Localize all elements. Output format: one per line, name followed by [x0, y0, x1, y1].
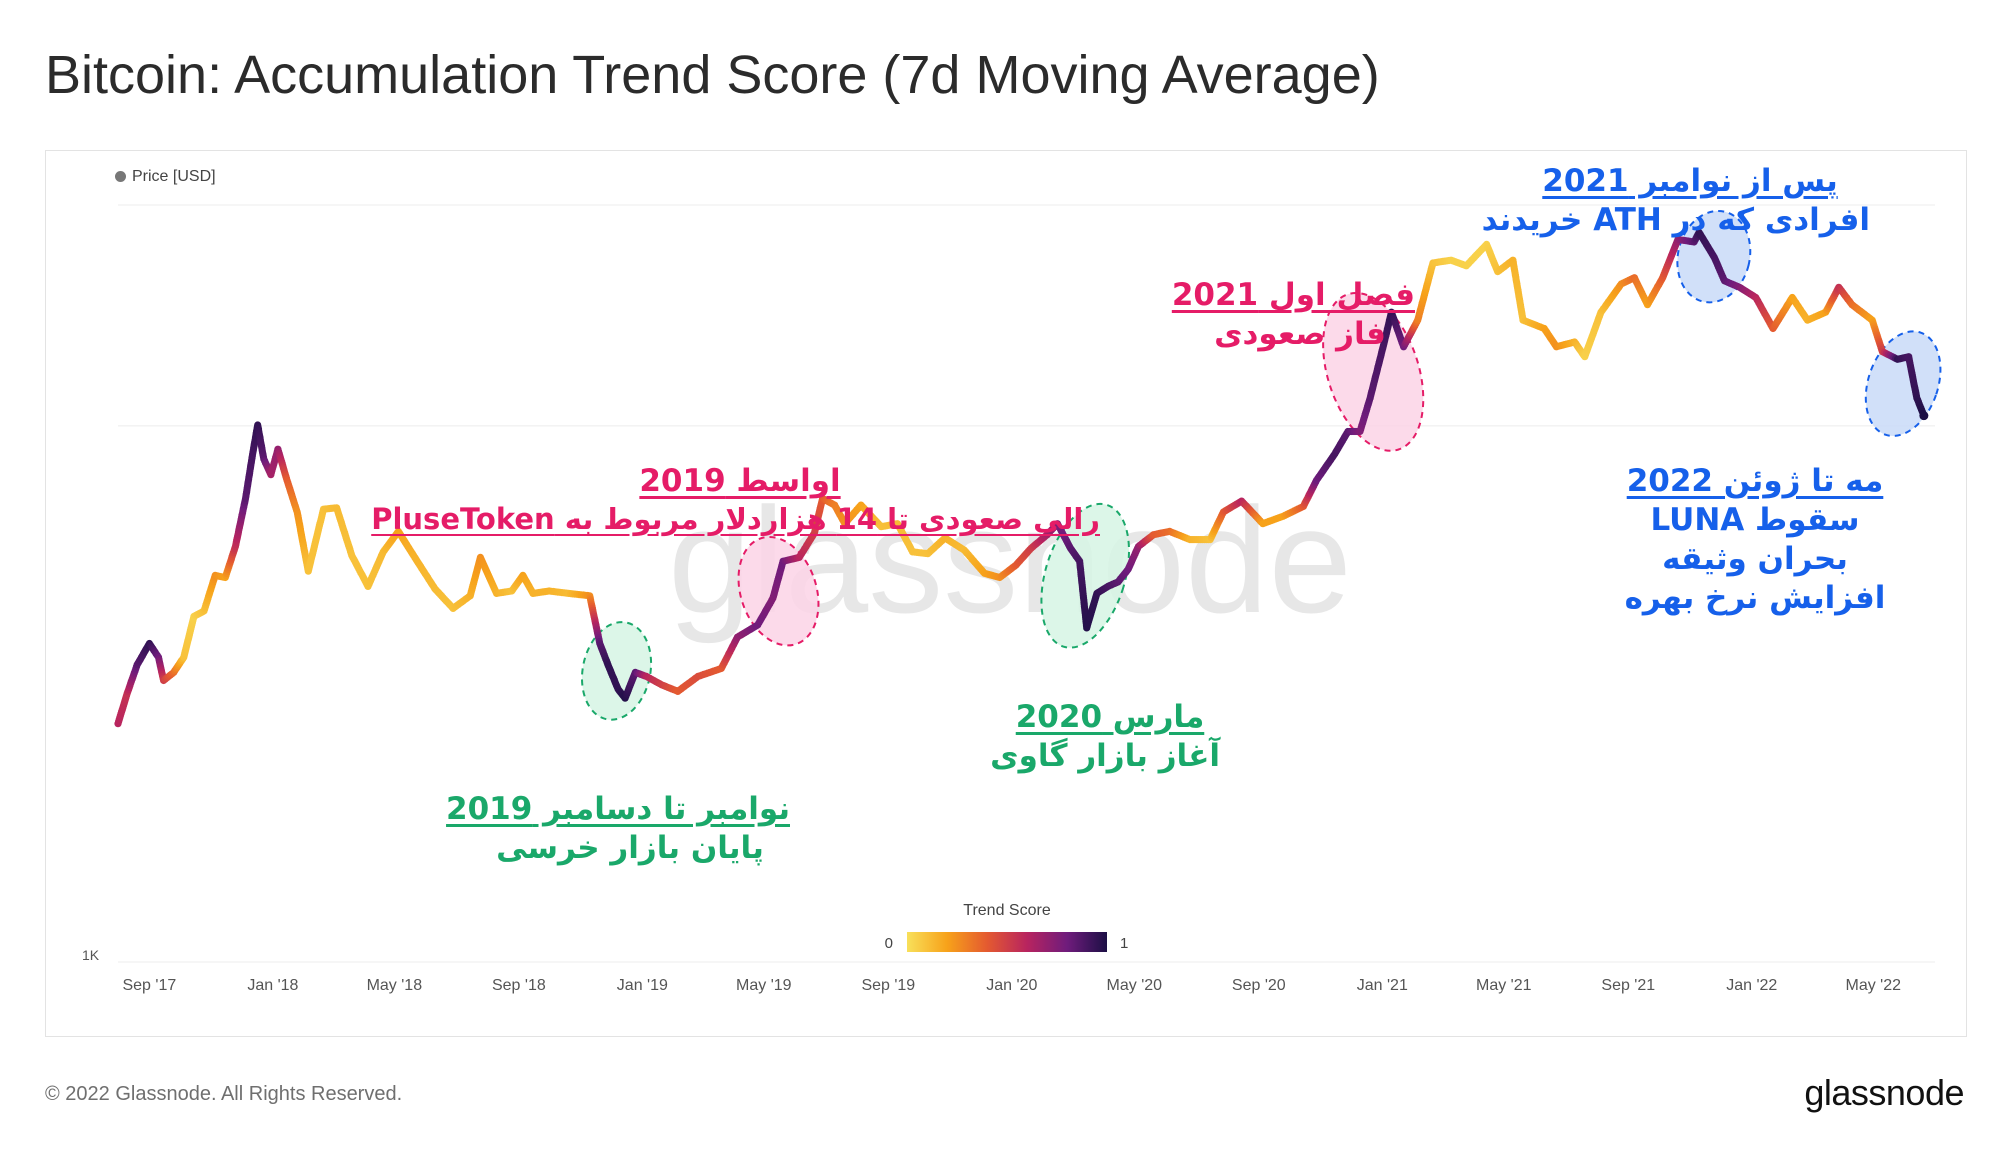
- x-tick-label: Sep '17: [122, 977, 176, 994]
- x-tick-label: Jan '21: [1357, 977, 1408, 994]
- legend-price-label: Price [USD]: [132, 168, 216, 185]
- annotation-march-2020: مارس 2020 آغاز بازار گاوی: [990, 698, 1220, 776]
- annotation-nov-dec-2019: نوامبر تا دسامبر 2019 پایان بازار خرسی: [446, 790, 790, 868]
- annotation-mid-2019-headline: اواسط 2019: [639, 463, 841, 499]
- x-tick-label: Jan '18: [247, 977, 298, 994]
- annotation-q1-2021-headline: فصل اول 2021: [1171, 277, 1415, 313]
- x-tick-label: Sep '21: [1601, 977, 1655, 994]
- legend-price[interactable]: Price [USD]: [115, 168, 216, 186]
- x-tick-label: May '18: [367, 977, 423, 994]
- x-tick-label: May '21: [1476, 977, 1532, 994]
- annotation-march-2020-headline: مارس 2020: [1015, 699, 1205, 735]
- highlight-region-nov_dec_2019: [580, 621, 653, 721]
- price-point-last: [1919, 411, 1929, 421]
- footer-logo[interactable]: glassnode: [1804, 1072, 1964, 1113]
- footer-copyright: © 2022 Glassnode. All Rights Reserved.: [45, 1083, 403, 1105]
- x-tick-label: Sep '19: [861, 977, 915, 994]
- x-tick-label: May '22: [1845, 977, 1901, 994]
- colorbar-label: Trend Score: [963, 902, 1051, 919]
- x-tick-label: Jan '19: [617, 977, 668, 994]
- annotation-nov-dec-2019-headline: نوامبر تا دسامبر 2019: [446, 791, 790, 827]
- annotation-post-nov-2021: پس از نوامبر 2021 افرادی که در ATH خریدن…: [1481, 162, 1870, 240]
- x-tick-label: Sep '18: [492, 977, 546, 994]
- x-tick-label: Jan '20: [986, 977, 1037, 994]
- annotation-q1-2021-caption: فاز صعودی: [1214, 316, 1386, 353]
- annotation-nov-dec-2019-caption: پایان بازار خرسی: [496, 830, 764, 867]
- annotation-march-2020-caption: آغاز بازار گاوی: [990, 738, 1220, 775]
- y-tick-label: 1K: [82, 947, 100, 963]
- annotation-mid-2019: اواسط 2019 رالی صعودی تا 14 هزاردلار مرب…: [371, 462, 1100, 538]
- annotation-mid-2019-caption: رالی صعودی تا 14 هزاردلار مربوط به Pluse…: [371, 502, 1100, 537]
- x-tick-label: May '19: [736, 977, 792, 994]
- highlight-region-may_june_2022: [1864, 330, 1942, 437]
- annotation-may-june-2022-line-2: بحران وثیقه: [1662, 541, 1848, 578]
- x-tick-label: May '20: [1107, 977, 1163, 994]
- colorbar-min-label: 0: [885, 935, 893, 952]
- x-tick-label: Sep '20: [1232, 977, 1286, 994]
- colorbar-max-label: 1: [1120, 935, 1128, 952]
- x-tick-label: Jan '22: [1726, 977, 1777, 994]
- chart-title: Bitcoin: Accumulation Trend Score (7d Mo…: [45, 45, 1380, 105]
- annotation-post-nov-2021-headline: پس از نوامبر 2021: [1542, 163, 1838, 199]
- colorbar-gradient: [907, 932, 1107, 952]
- legend-dot-icon: [115, 171, 126, 182]
- annotation-q1-2021: فصل اول 2021 فاز صعودی: [1171, 276, 1415, 354]
- annotation-may-june-2022-line-3: افزایش نرخ بهره: [1624, 580, 1886, 617]
- annotation-post-nov-2021-caption: افرادی که در ATH خریدند: [1481, 202, 1870, 239]
- annotation-may-june-2022-headline: مه تا ژوئن 2022: [1626, 463, 1884, 499]
- annotation-may-june-2022-line-1: سقوط LUNA: [1650, 502, 1860, 539]
- annotation-may-june-2022: مه تا ژوئن 2022 سقوط LUNA بحران وثیقه اف…: [1620, 462, 1890, 618]
